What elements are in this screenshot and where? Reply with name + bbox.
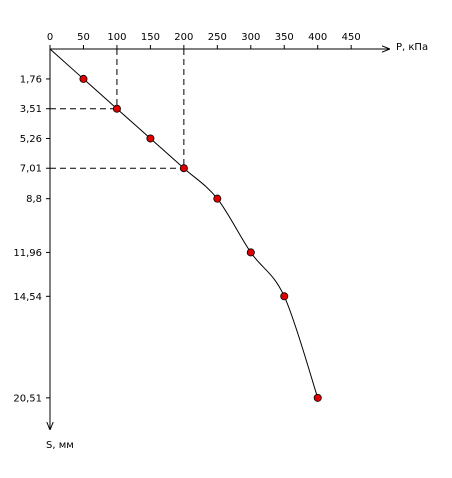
y-tick-label: 14,54 (13, 292, 42, 303)
x-tick-label: 150 (141, 32, 160, 43)
curve (83, 78, 319, 399)
x-axis-label: P, кПа (396, 42, 428, 53)
x-tick-label: 200 (174, 32, 193, 43)
x-tick-label: 450 (342, 32, 361, 43)
point (213, 194, 222, 203)
x-tick-label: 300 (241, 32, 260, 43)
x-tick-label: 400 (308, 32, 327, 43)
point (112, 104, 121, 113)
y-tick-label: 8,8 (26, 194, 42, 205)
y-tick-label: 20,51 (13, 393, 42, 404)
point (313, 393, 322, 402)
y-tick-label: 7,01 (20, 164, 42, 175)
curve-lead (49, 48, 84, 80)
y-tick-label: 5,26 (20, 134, 42, 145)
x-tick-label: 50 (77, 32, 90, 43)
x-tick-label: 0 (47, 32, 53, 43)
point (146, 134, 155, 143)
y-tick-label: 3,51 (20, 104, 42, 115)
x-tick-label: 350 (275, 32, 294, 43)
x-tick-label: 250 (208, 32, 227, 43)
y-tick-label: 1,76 (20, 74, 42, 85)
y-tick-label: 11,96 (13, 248, 42, 259)
x-tick-label: 100 (107, 32, 126, 43)
point (280, 292, 289, 301)
point (79, 74, 88, 83)
point (179, 164, 188, 173)
y-axis-label: S, мм (46, 440, 74, 451)
point (246, 248, 255, 257)
